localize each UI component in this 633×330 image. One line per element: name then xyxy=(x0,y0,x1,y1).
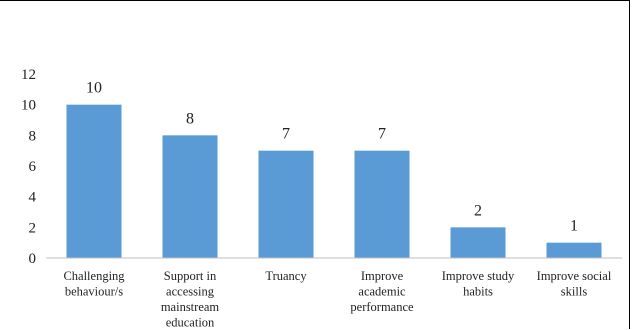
data-label: 7 xyxy=(378,126,386,143)
y-tick-label: 4 xyxy=(29,190,37,206)
y-tick-label: 12 xyxy=(21,67,36,83)
y-tick-label: 8 xyxy=(29,128,37,144)
data-label: 8 xyxy=(186,110,194,127)
category-labels: Challenging behaviour/s Support in accessin… xyxy=(63,269,611,330)
data-label: 2 xyxy=(474,202,482,219)
category-label: Truancy xyxy=(265,269,307,283)
y-tick-label: 10 xyxy=(21,98,36,114)
category-label: Support in accessing mainstream education xyxy=(161,269,220,330)
bar xyxy=(450,227,506,258)
category-label: Challenging behaviour/s xyxy=(63,269,125,299)
bar xyxy=(66,104,122,259)
category-label: Improve study habits xyxy=(442,269,515,299)
y-tick-label: 0 xyxy=(29,251,37,267)
category-label: Improve social skills xyxy=(537,269,612,299)
bar xyxy=(258,150,314,258)
bars xyxy=(66,104,602,259)
data-labels: 10 8 7 7 2 1 xyxy=(86,80,578,235)
y-tick-label: 2 xyxy=(29,220,37,236)
category-label: Improve academic performance xyxy=(350,269,414,314)
data-label: 7 xyxy=(282,126,290,143)
bar xyxy=(354,150,410,258)
data-label: 1 xyxy=(570,218,578,235)
bar xyxy=(546,242,602,258)
data-label: 10 xyxy=(86,80,102,97)
y-axis-ticks: 0 2 4 6 8 10 12 xyxy=(21,67,37,267)
bar xyxy=(162,135,218,258)
y-tick-label: 6 xyxy=(29,159,37,175)
